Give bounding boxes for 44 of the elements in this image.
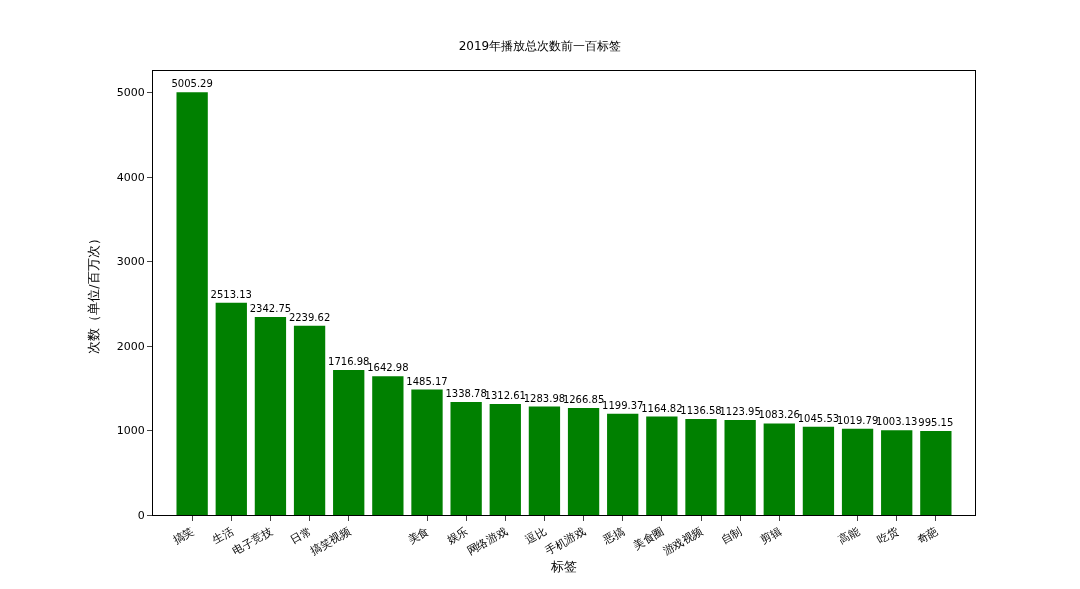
bar [920, 430, 952, 515]
x-tick-label: 奇葩 [914, 524, 941, 548]
x-tick-label: 吃货 [875, 524, 901, 548]
bar [254, 317, 287, 515]
bar [411, 389, 443, 515]
data-label: 995.15 [918, 416, 954, 428]
x-tick-label: 恶搞 [600, 524, 627, 548]
bar [724, 420, 756, 515]
bar [685, 418, 717, 515]
bar [528, 406, 561, 515]
bar [763, 423, 795, 515]
data-label: 5005.29 [171, 78, 213, 90]
data-label: 1003.13 [876, 416, 918, 428]
bar [567, 407, 600, 515]
x-tick-label: 自制 [718, 524, 745, 548]
bar [607, 413, 639, 515]
y-tick-label: 4000 [116, 170, 145, 184]
x-tick-label: 美食 [405, 524, 432, 548]
bar [450, 401, 482, 515]
y-tick-label: 5000 [116, 86, 145, 100]
bar [802, 426, 835, 515]
data-label: 2513.13 [210, 288, 252, 300]
data-label: 1485.17 [406, 375, 448, 387]
x-tick-label: 搞笑 [170, 524, 197, 548]
bar [841, 428, 874, 515]
x-tick-label: 高能 [836, 524, 862, 548]
bar [881, 430, 913, 515]
bar [372, 376, 404, 515]
data-label: 1083.26 [758, 409, 800, 421]
bar [333, 369, 365, 515]
data-label: 1716.98 [328, 355, 370, 367]
y-axis-title: 次数（单位/百万次） [85, 232, 101, 354]
y-tick-label: 1000 [116, 424, 145, 438]
bar [489, 404, 521, 515]
x-tick-label: 剪辑 [757, 524, 784, 548]
bar [646, 416, 678, 515]
y-tick-label: 0 [137, 508, 145, 522]
chart-title: 2019年播放总次数前一百标签 [458, 39, 622, 54]
y-tick-label: 2000 [116, 339, 145, 353]
bar [215, 302, 247, 515]
bar [176, 92, 208, 515]
bar [293, 325, 326, 515]
y-tick-label: 3000 [116, 255, 145, 269]
x-axis-title: 标签 [550, 558, 577, 574]
